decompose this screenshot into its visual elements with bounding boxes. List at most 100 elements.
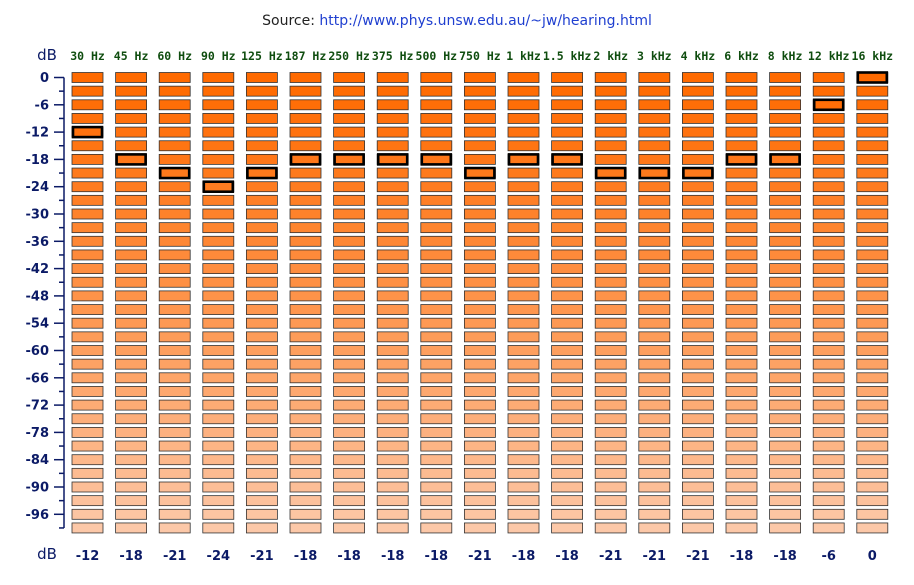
level-block[interactable] xyxy=(333,454,366,466)
level-block[interactable] xyxy=(289,153,322,165)
level-block[interactable] xyxy=(333,167,366,179)
level-block[interactable] xyxy=(682,235,714,247)
level-block[interactable] xyxy=(638,99,671,111)
level-block[interactable] xyxy=(463,331,496,343)
level-block[interactable] xyxy=(463,181,496,193)
level-block[interactable] xyxy=(289,290,322,302)
level-block[interactable] xyxy=(594,276,627,288)
level-block[interactable] xyxy=(463,153,496,165)
level-block[interactable] xyxy=(115,495,147,507)
level-block[interactable] xyxy=(551,467,583,479)
level-block[interactable] xyxy=(725,153,758,165)
level-block[interactable] xyxy=(594,99,627,111)
level-block[interactable] xyxy=(158,317,191,329)
level-block[interactable] xyxy=(115,481,147,493)
level-block[interactable] xyxy=(682,153,714,165)
level-block[interactable] xyxy=(71,386,104,397)
level-block[interactable] xyxy=(115,153,147,165)
level-block[interactable] xyxy=(769,495,801,507)
level-block[interactable] xyxy=(507,222,540,234)
level-block[interactable] xyxy=(682,440,714,452)
level-block[interactable] xyxy=(376,126,409,138)
level-block[interactable] xyxy=(812,126,845,138)
level-block[interactable] xyxy=(856,399,889,411)
level-block[interactable] xyxy=(333,113,366,124)
level-block[interactable] xyxy=(463,113,496,124)
level-block[interactable] xyxy=(376,495,409,507)
level-block[interactable] xyxy=(682,208,714,220)
level-block[interactable] xyxy=(333,331,366,343)
level-block[interactable] xyxy=(812,290,845,302)
level-block[interactable] xyxy=(507,72,540,83)
level-block[interactable] xyxy=(245,413,278,425)
level-block[interactable] xyxy=(507,386,540,397)
level-block[interactable] xyxy=(420,85,453,97)
level-block[interactable] xyxy=(812,222,845,234)
level-block[interactable] xyxy=(245,85,278,97)
level-block[interactable] xyxy=(682,331,714,343)
level-block[interactable] xyxy=(158,372,191,384)
level-block[interactable] xyxy=(289,194,322,206)
level-block[interactable] xyxy=(507,481,540,493)
level-block[interactable] xyxy=(812,235,845,247)
level-block[interactable] xyxy=(71,508,104,520)
level-block[interactable] xyxy=(202,222,235,234)
level-block[interactable] xyxy=(420,72,453,83)
level-block[interactable] xyxy=(333,235,366,247)
level-block[interactable] xyxy=(202,413,235,425)
level-block[interactable] xyxy=(463,399,496,411)
level-block[interactable] xyxy=(594,194,627,206)
level-block[interactable] xyxy=(115,167,147,179)
level-block[interactable] xyxy=(289,413,322,425)
level-block[interactable] xyxy=(769,126,801,138)
level-block[interactable] xyxy=(638,440,671,452)
level-block[interactable] xyxy=(769,399,801,411)
level-block[interactable] xyxy=(333,222,366,234)
level-block[interactable] xyxy=(812,263,845,275)
level-block[interactable] xyxy=(202,263,235,275)
level-block[interactable] xyxy=(71,454,104,466)
level-block[interactable] xyxy=(245,331,278,343)
level-block[interactable] xyxy=(725,140,758,152)
level-block[interactable] xyxy=(769,181,801,193)
level-block[interactable] xyxy=(507,331,540,343)
level-block[interactable] xyxy=(115,235,147,247)
level-block[interactable] xyxy=(594,467,627,479)
level-block[interactable] xyxy=(158,508,191,520)
level-block[interactable] xyxy=(71,113,104,124)
level-block[interactable] xyxy=(682,399,714,411)
level-block[interactable] xyxy=(463,467,496,479)
level-block[interactable] xyxy=(115,508,147,520)
level-block[interactable] xyxy=(812,454,845,466)
level-block[interactable] xyxy=(115,276,147,288)
level-block[interactable] xyxy=(420,331,453,343)
level-block[interactable] xyxy=(289,358,322,370)
level-block[interactable] xyxy=(420,222,453,234)
level-block[interactable] xyxy=(856,153,889,165)
level-block[interactable] xyxy=(71,208,104,220)
level-block[interactable] xyxy=(725,249,758,261)
level-block[interactable] xyxy=(856,276,889,288)
level-block[interactable] xyxy=(289,126,322,138)
level-block[interactable] xyxy=(245,358,278,370)
level-block[interactable] xyxy=(551,331,583,343)
level-block[interactable] xyxy=(638,508,671,520)
level-block[interactable] xyxy=(812,208,845,220)
level-block[interactable] xyxy=(289,522,322,534)
level-block[interactable] xyxy=(71,235,104,247)
level-block[interactable] xyxy=(682,372,714,384)
level-block[interactable] xyxy=(856,290,889,302)
level-block[interactable] xyxy=(245,522,278,534)
level-block[interactable] xyxy=(463,194,496,206)
level-block[interactable] xyxy=(420,113,453,124)
level-block[interactable] xyxy=(594,113,627,124)
level-block[interactable] xyxy=(551,153,583,165)
level-block[interactable] xyxy=(856,386,889,397)
level-block[interactable] xyxy=(333,290,366,302)
level-block[interactable] xyxy=(769,222,801,234)
level-block[interactable] xyxy=(158,304,191,315)
level-block[interactable] xyxy=(420,126,453,138)
level-block[interactable] xyxy=(682,467,714,479)
level-block[interactable] xyxy=(812,358,845,370)
level-block[interactable] xyxy=(333,345,366,356)
